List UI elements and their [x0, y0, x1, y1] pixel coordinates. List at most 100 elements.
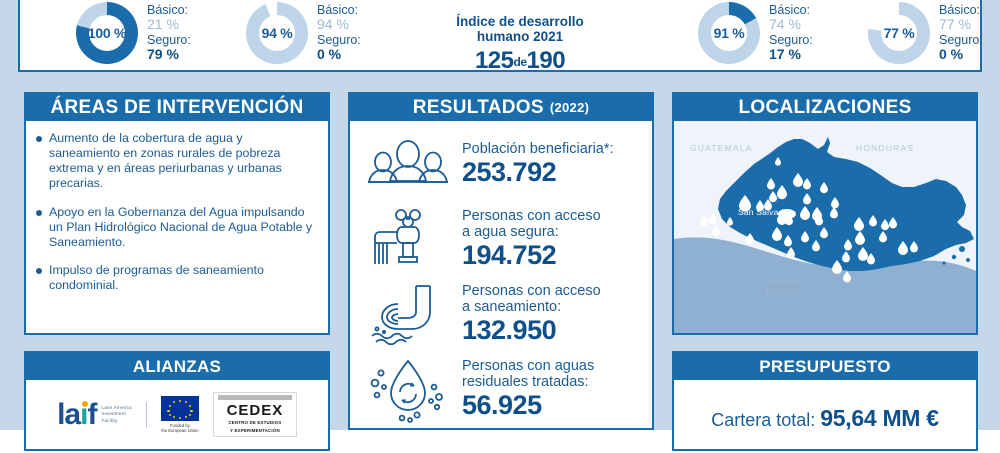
resultado-label-3-line1: Personas con acceso	[462, 283, 601, 300]
areas-title: ÁREAS DE INTERVENCIÓN	[26, 94, 328, 121]
panel-resultados: RESULTADOS (2022) Población beneficiaria…	[348, 92, 654, 430]
donut-block-agua-rural: 94 % Básico: 94 % Seguro: 0 %	[246, 2, 361, 64]
donut-chart-agua-rural: 94 %	[246, 2, 308, 64]
donut-stat-value-seguro-2: 0 %	[317, 46, 342, 62]
donut-stats-4: Básico: 77 % Seguro: 0 %	[939, 3, 983, 62]
laif-sub-line3: Facility	[101, 417, 118, 423]
localizaciones-title: LOCALIZACIONES	[674, 94, 976, 121]
faucet-icon	[360, 205, 456, 275]
resultado-value-4: 56.925	[462, 390, 542, 421]
european-union-logo: Funded by the European Union	[160, 395, 199, 434]
resultado-label-2-line2: a agua segura:	[462, 224, 559, 241]
list-item: Aumento de la cobertura de agua y saneam…	[36, 131, 316, 192]
water-recycle-drop-icon	[360, 355, 456, 425]
cedex-sub-line2: Y EXPERIMENTACIÓN	[229, 427, 280, 433]
laif-subtitle: Latin America Investment Facility	[101, 405, 131, 424]
resultado-label-4-line1: Personas con aguas	[462, 358, 595, 375]
donut-block-saneamiento-urbano: 91 % Básico: 74 % Seguro: 17 %	[698, 2, 813, 64]
donut-chart-saneamiento-rural: 77 %	[868, 2, 930, 64]
people-group-icon	[360, 130, 456, 200]
area-item-text: Aumento de la cobertura de agua y saneam…	[49, 131, 282, 191]
donut-stats-2: Básico: 94 % Seguro: 0 %	[317, 3, 361, 62]
hdi-rank: 125	[474, 47, 514, 75]
list-item: Personas con acceso a agua segura: 194.7…	[350, 202, 652, 277]
donut-chart-saneamiento-urbano: 91 %	[698, 2, 760, 64]
area-item-text: Apoyo en la Gobernanza del Agua impulsan…	[49, 204, 313, 249]
laif-wordmark: laif	[57, 397, 97, 431]
cedex-sub-line1: CENTRO DE ESTUDIOS	[228, 419, 282, 425]
donut-stat-value-seguro-4: 0 %	[939, 46, 964, 62]
bullet-icon	[36, 136, 42, 142]
laif-dot-icon	[81, 400, 88, 407]
panel-alianzas: ALIANZAS laif Latin America Investment F…	[24, 351, 330, 451]
list-item: Personas con acceso a saneamiento: 132.9…	[350, 277, 652, 352]
eu-subtitle: Funded by the European Union	[161, 423, 199, 434]
donut-stat-value-basico-1: 21 %	[147, 16, 179, 33]
cedex-logo: CEDEX CENTRO DE ESTUDIOS Y EXPERIMENTACI…	[212, 391, 297, 438]
resultado-label-4-line2: residuales tratadas:	[462, 374, 589, 391]
donut-stat-key-basico-1: Básico:	[147, 3, 188, 18]
map-label-honduras: HONDURAS	[856, 143, 915, 153]
areas-list: Aumento de la cobertura de agua y saneam…	[26, 121, 328, 293]
donut-stat-key-seguro-4: Seguro:	[939, 33, 983, 47]
map-ocean-line1: Océano	[766, 276, 800, 286]
resultados-title: RESULTADOS	[412, 97, 544, 118]
cartera-total-line: Cartera total: 95,64 MM €	[711, 405, 939, 432]
resultado-text-3: Personas con acceso a saneamiento: 132.9…	[462, 283, 601, 346]
resultados-list: Población beneficiaria*: 253.792	[350, 121, 652, 427]
laif-sub-line2: Investment	[101, 411, 126, 417]
donut-stat-key-seguro-1: Seguro:	[147, 33, 191, 47]
human-development-index: Índice de desarrollo humano 2021 125de19…	[418, 14, 622, 75]
resultado-label-3-line2: a saneamiento:	[462, 299, 562, 316]
donut-stat-key-seguro-3: Seguro:	[769, 33, 813, 47]
map-label-ocean: Océano Pacífico	[766, 276, 801, 297]
sewer-pipe-icon	[360, 280, 456, 350]
donut-stat-value-basico-3: 74 %	[769, 16, 801, 33]
list-item: Impulso de programas de saneamiento cond…	[36, 263, 316, 293]
resultados-title-bar: RESULTADOS (2022)	[350, 94, 652, 121]
donut-center-value-2: 94 %	[261, 25, 293, 41]
logo-divider	[145, 401, 147, 428]
donut-stat-value-basico-4: 77 %	[939, 16, 971, 33]
panel-presupuesto: PRESUPUESTO Cartera total: 95,64 MM €	[672, 351, 978, 451]
hdi-title-line1: Índice de desarrollo	[456, 14, 584, 29]
cedex-wordmark: CEDEX	[226, 401, 284, 419]
alianzas-title: ALIANZAS	[26, 353, 328, 380]
list-item: Personas con aguas residuales tratadas: …	[350, 352, 652, 427]
donut-center-value-4: 77 %	[883, 25, 915, 41]
cedex-bar	[217, 394, 292, 400]
list-item: Población beneficiaria*: 253.792	[350, 127, 652, 202]
resultado-value-3: 132.950	[462, 315, 557, 346]
laif-sub-line1: Latin America	[101, 405, 132, 411]
donut-stats-1: Básico: 21 % Seguro: 79 %	[147, 3, 191, 62]
resultado-value-2: 194.752	[462, 240, 557, 271]
donut-stat-value-seguro-1: 79 %	[147, 46, 179, 62]
presupuesto-body: Cartera total: 95,64 MM €	[674, 380, 976, 453]
panel-areas-de-intervencion: ÁREAS DE INTERVENCIÓN Aumento de la cobe…	[24, 92, 330, 335]
resultado-value-1: 253.792	[462, 157, 557, 188]
donut-chart-agua-urbano: 100 %	[76, 2, 138, 64]
resultados-year: (2022)	[549, 100, 590, 115]
resultado-label-1: Población beneficiaria*:	[462, 141, 614, 158]
donut-stat-key-basico-4: Básico:	[939, 3, 980, 18]
map-ocean-line2: Pacífico	[766, 286, 802, 297]
cartera-total-amount: 95,64 MM €	[820, 405, 939, 431]
panel-localizaciones: LOCALIZACIONES	[672, 92, 978, 335]
bullet-icon	[36, 209, 42, 216]
resultado-label-2-line1: Personas con acceso	[462, 208, 601, 225]
hdi-de: de	[513, 55, 527, 70]
donut-stat-key-basico-3: Básico:	[769, 3, 810, 18]
list-item: Apoyo en la Gobernanza del Agua impulsan…	[36, 205, 316, 250]
area-item-text: Impulso de programas de saneamiento cond…	[49, 262, 264, 292]
donut-stats-3: Básico: 74 % Seguro: 17 %	[769, 3, 813, 62]
indicators-band: Urbano 100 % Básico: 21 % Seguro: 79 % R…	[18, 0, 983, 75]
hdi-title-line2: humano 2021	[476, 29, 564, 45]
donut-center-value-1: 100 %	[87, 25, 127, 41]
map-label-guatemala: GUATEMALA	[690, 143, 753, 153]
el-salvador-map: GUATEMALA HONDURAS San Salvador Océano P…	[674, 121, 976, 333]
laif-logo: laif Latin America Investment Facility	[57, 397, 132, 431]
hdi-value: 125de190	[418, 47, 622, 75]
alianzas-logos: laif Latin America Investment Facility	[26, 380, 328, 449]
donut-center-value-3: 91 %	[713, 25, 745, 41]
cartera-total-label: Cartera total:	[711, 410, 816, 430]
